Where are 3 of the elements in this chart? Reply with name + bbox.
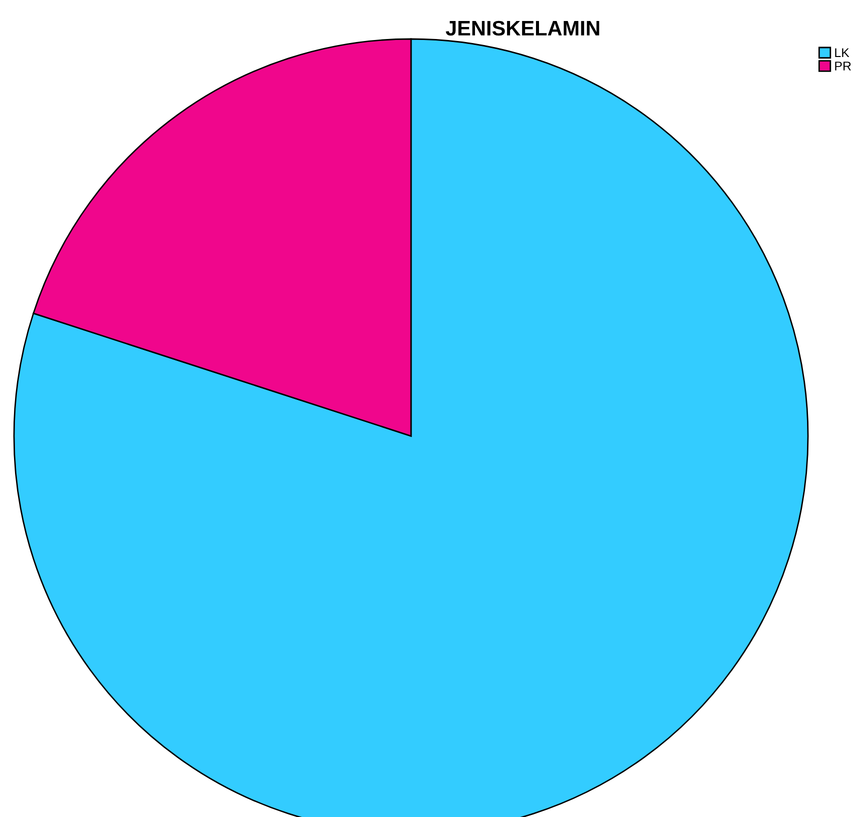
legend-label: LK bbox=[835, 48, 850, 57]
legend-label: PR bbox=[835, 62, 851, 70]
chart-title: JENISKELAMIN bbox=[446, 20, 600, 36]
